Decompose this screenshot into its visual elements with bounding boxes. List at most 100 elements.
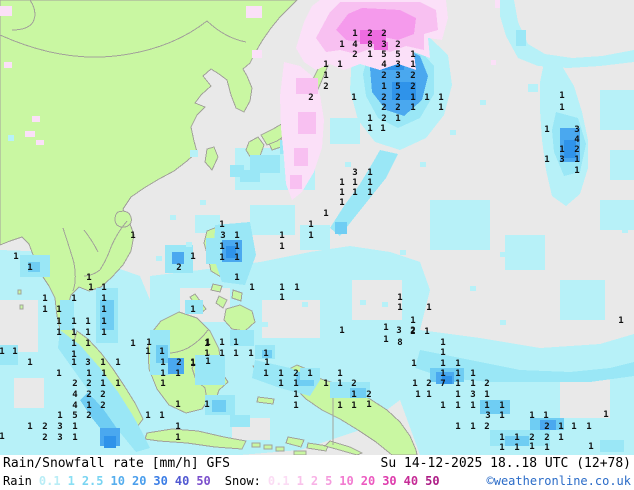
precip-value-label: 1: [85, 328, 90, 338]
precip-value-label: 1: [337, 60, 342, 70]
precip-value-label: 1: [27, 358, 32, 368]
precip-value-label: 3: [395, 60, 400, 70]
precip-value-label: 1: [190, 252, 195, 262]
precip-value-label: 1: [470, 401, 475, 411]
precip-value-label: 3: [220, 231, 225, 241]
precip-value-label: 1: [307, 369, 312, 379]
snow-scale-value: 1: [296, 474, 304, 488]
precip-value-label: 1: [484, 401, 489, 411]
precip-value-label: 1: [383, 335, 388, 345]
precip-value-label: 1: [440, 348, 445, 358]
precip-value-label: 1: [56, 305, 61, 315]
precip-value-label: 1: [12, 347, 17, 357]
precip-value-label: 1: [470, 379, 475, 389]
rain-scale-value: 10: [110, 474, 125, 488]
precip-value-label: 2: [381, 114, 386, 124]
precip-value-label: 1: [339, 40, 344, 50]
precip-labels-layer: 1 2 21 4 8 3 22 1 5 5 11 1 4 3 11 2 3 22 1 5 22 1 2 2 1 1 12 2 1 11 2 1…: [0, 29, 624, 453]
precip-value-label: 1: [574, 155, 579, 165]
precip-value-label: 2: [529, 433, 534, 443]
precip-value-label: 1: [57, 411, 62, 421]
precip-value-label: 1: [499, 411, 504, 421]
precip-value-label: 1: [499, 433, 504, 443]
precip-value-label: 1: [367, 124, 372, 134]
precip-value-label: 1: [410, 50, 415, 60]
precip-value-label: 1: [529, 411, 534, 421]
precip-value-label: 1: [559, 91, 564, 101]
precip-value-label: 3: [57, 433, 62, 443]
rain-scale-label: Rain: [3, 474, 32, 488]
precip-value-label: 1: [603, 410, 608, 420]
precip-value-label: 1: [101, 294, 106, 304]
precip-value-label: 2: [176, 358, 181, 368]
precip-value-label: 1: [410, 103, 415, 113]
precip-value-label: 1: [145, 347, 150, 357]
precip-value-label: 1: [455, 422, 460, 432]
precip-value-label: 1: [234, 231, 239, 241]
precip-value-label: 2: [86, 379, 91, 389]
precip-value-label: 1: [42, 294, 47, 304]
precip-value-label: 8: [397, 338, 402, 348]
precip-value-label: 4: [381, 60, 387, 70]
precip-value-label: 1: [204, 339, 209, 349]
precip-value-label: 1: [88, 283, 93, 293]
precip-value-label: 1: [397, 303, 402, 313]
precip-value-label: 2: [381, 71, 386, 81]
precip-value-label: 1: [160, 369, 165, 379]
precip-value-label: 1: [424, 93, 429, 103]
precip-value-label: 2: [352, 50, 357, 60]
precip-value-label: 1: [233, 349, 238, 359]
precip-value-label: 2: [395, 93, 400, 103]
precip-value-label: 1: [264, 358, 269, 368]
precip-value-label: 1: [571, 422, 576, 432]
precip-value-label: 1: [160, 358, 165, 368]
precip-value-label: 1: [130, 231, 135, 241]
precip-value-label: 1: [71, 294, 76, 304]
precip-value-label: 1: [380, 124, 385, 134]
precip-value-label: 1: [455, 390, 460, 400]
precip-value-label: 1: [543, 411, 548, 421]
precip-value-label: 2: [323, 82, 328, 92]
precip-value-label: 1: [190, 359, 195, 369]
precip-value-label: 1: [559, 103, 564, 113]
precip-value-label: 1: [101, 317, 106, 327]
precip-value-label: 1: [415, 390, 420, 400]
precip-value-label: 1: [219, 220, 224, 230]
precip-value-label: 1: [383, 323, 388, 333]
snow-scale-value: 10: [339, 474, 354, 488]
precip-value-label: 2: [544, 433, 549, 443]
precip-value-label: 2: [410, 82, 415, 92]
precip-value-label: 1: [367, 168, 372, 178]
snow-scale-value: 0.1: [267, 474, 290, 488]
precip-value-label: 2: [426, 379, 431, 389]
precip-value-label: 1: [339, 178, 344, 188]
precip-value-label: 2: [484, 379, 489, 389]
precip-value-label: 2: [381, 103, 386, 113]
snow-scale-label: Snow:: [224, 474, 261, 488]
precip-value-label: 2: [176, 263, 181, 273]
precip-value-label: 3: [352, 168, 357, 178]
precip-value-label: 1: [71, 317, 76, 327]
precip-value-label: 1: [130, 339, 135, 349]
precip-value-label: 1: [352, 29, 357, 39]
precip-value-label: 1: [205, 338, 210, 348]
precip-value-label: 1: [352, 178, 357, 188]
precip-value-label: 1: [263, 349, 268, 359]
precip-value-label: 1: [440, 369, 445, 379]
precip-value-label: 1: [293, 379, 298, 389]
precip-value-label: 2: [395, 103, 400, 113]
precip-value-label: 1: [160, 379, 165, 389]
precip-value-label: 2: [395, 40, 400, 50]
precip-value-label: 1: [293, 390, 298, 400]
precip-value-label: 1: [618, 316, 623, 326]
precip-value-label: 3: [381, 40, 386, 50]
precip-value-label: 1: [72, 433, 77, 443]
precip-value-label: 1: [323, 60, 328, 70]
precip-value-label: 5: [72, 411, 77, 421]
precip-value-label: 1: [71, 350, 76, 360]
precip-value-label: 3: [57, 422, 62, 432]
precip-value-label: 2: [410, 326, 415, 336]
precip-value-label: 2: [308, 93, 313, 103]
precip-value-label: 1: [72, 422, 77, 432]
precip-value-label: 1: [499, 443, 504, 453]
